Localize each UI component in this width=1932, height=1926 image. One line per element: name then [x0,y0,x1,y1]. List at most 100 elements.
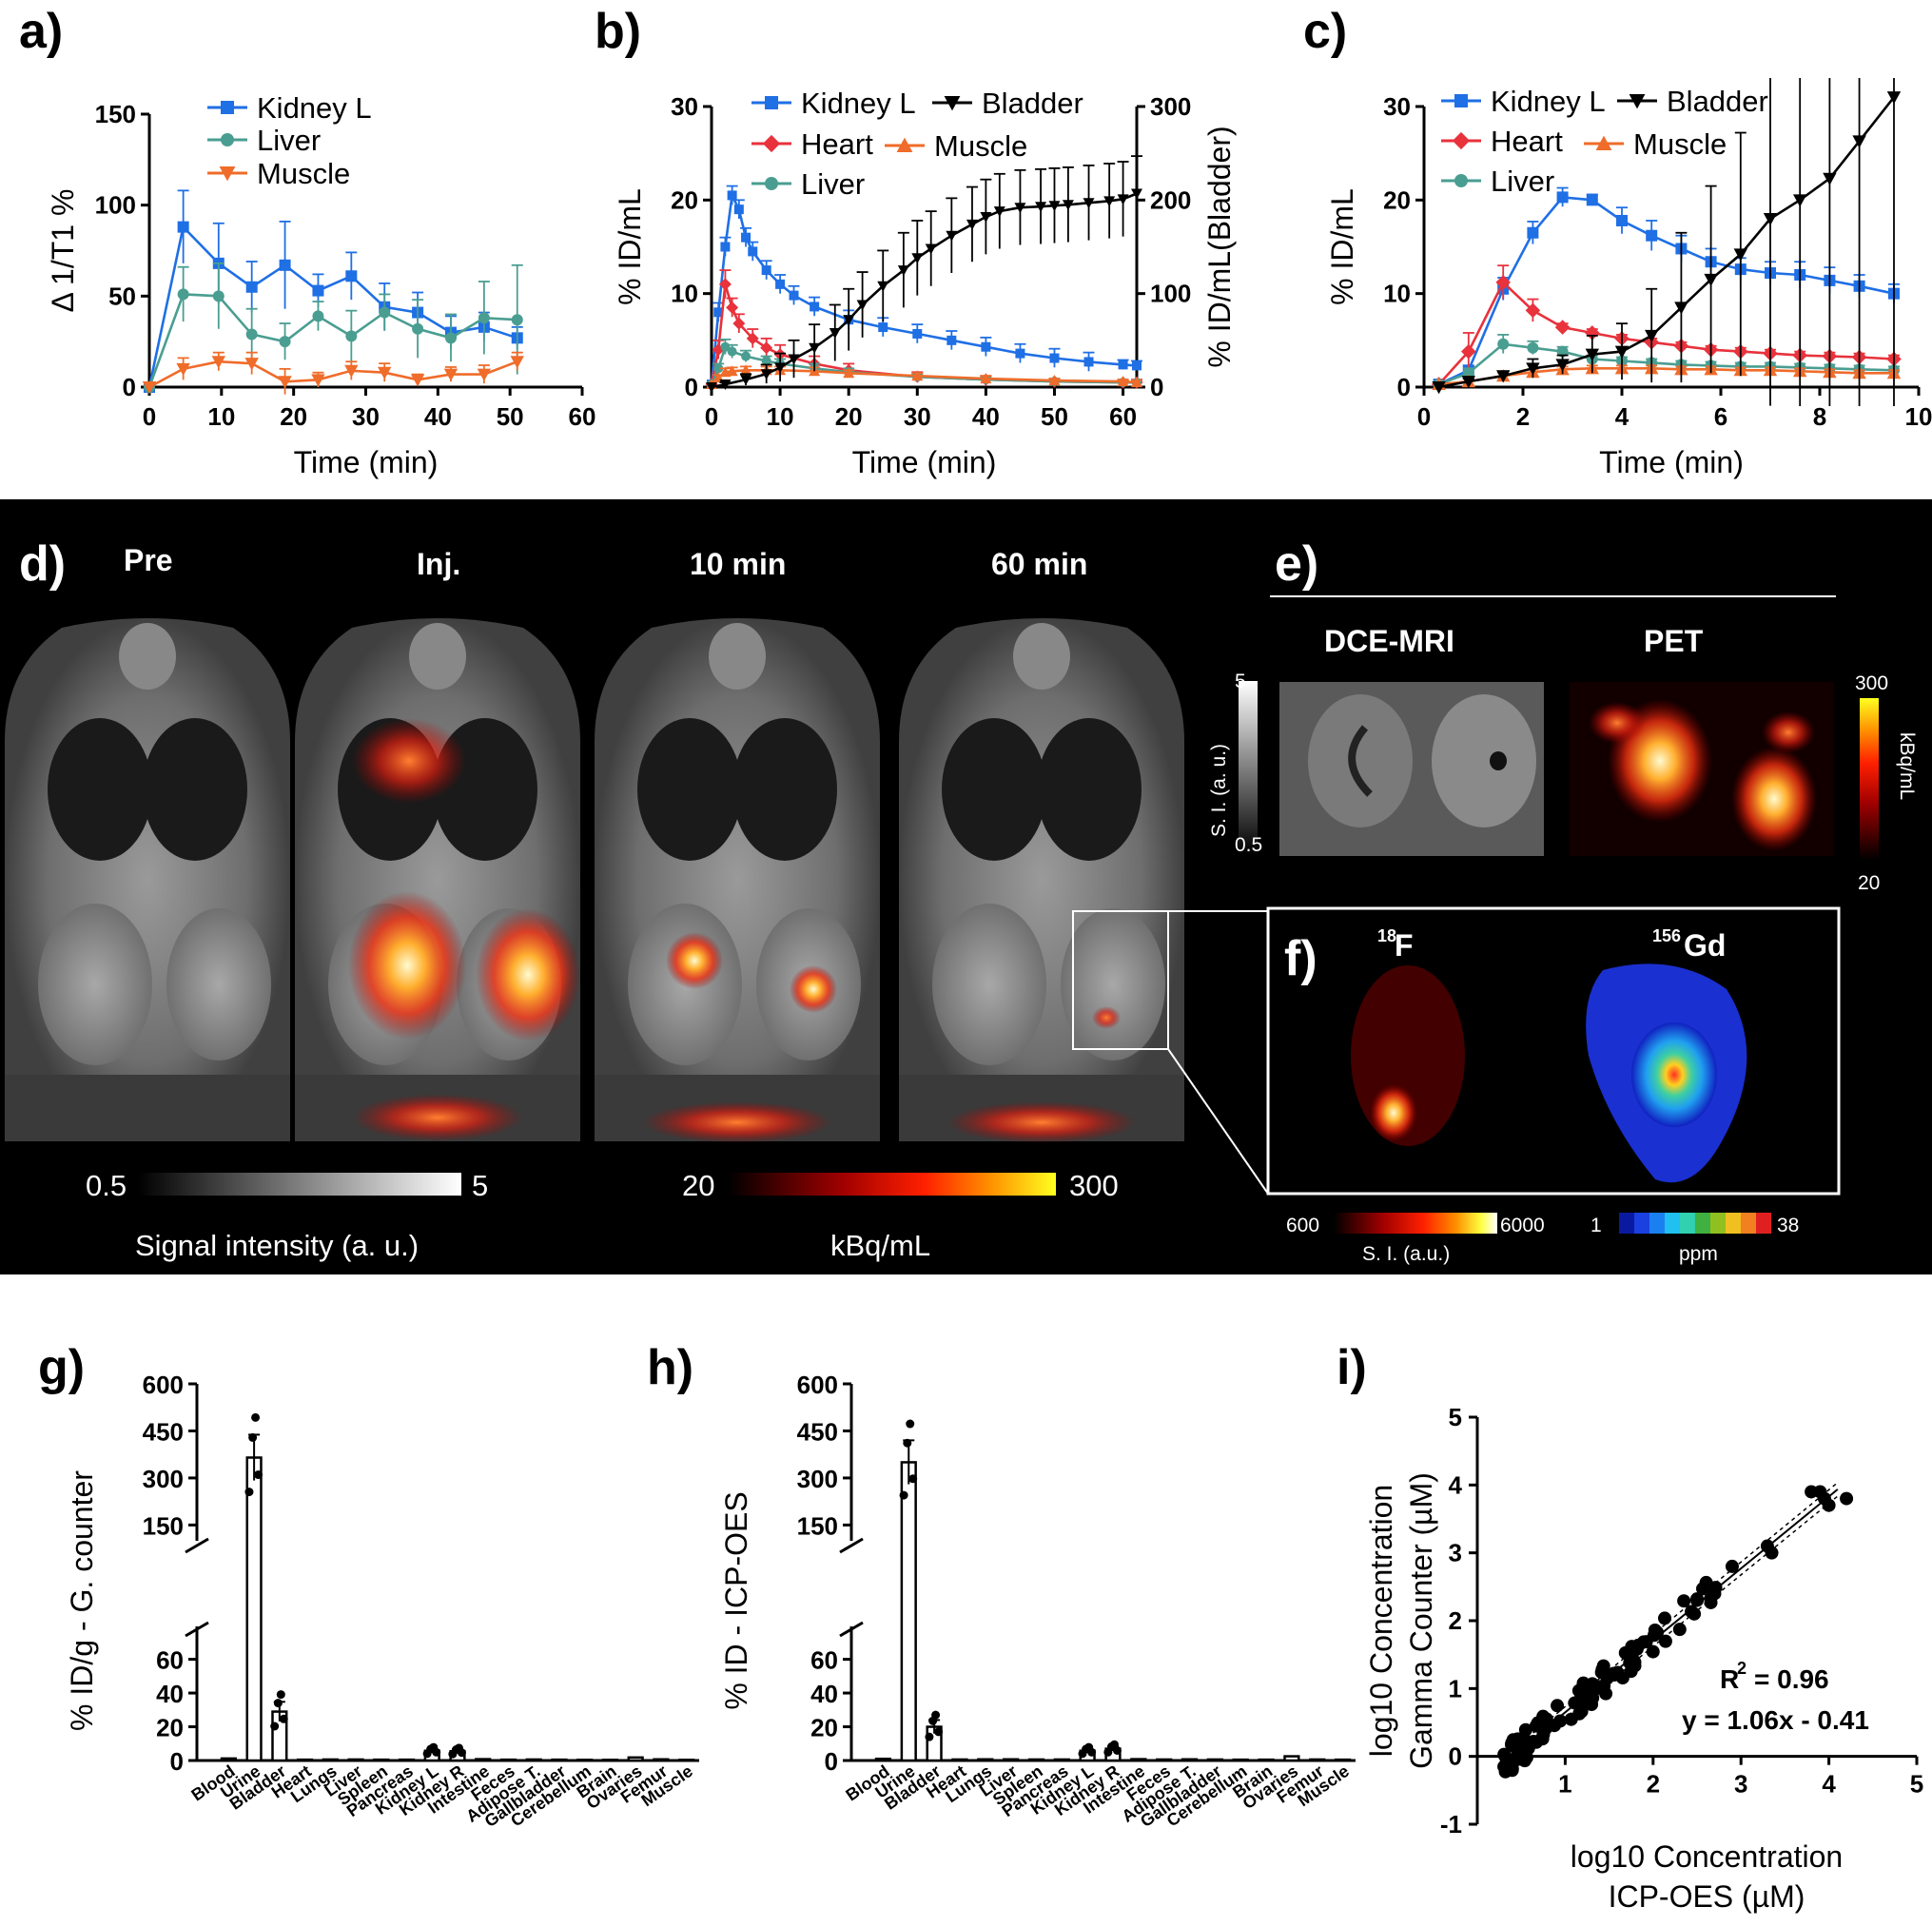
data-point [718,278,732,291]
bar [322,1758,339,1762]
data-point [344,364,359,378]
y-axis-label: Δ 1/T1 % [46,189,80,313]
data-point [212,290,224,302]
mri-colorbar-max: 5 [472,1169,488,1202]
panel-label-h: h) [647,1340,693,1395]
data-point [1677,1594,1691,1608]
bar [653,1758,670,1762]
x-tick-label: 30 [352,402,380,431]
data-point [1527,341,1539,354]
lung-right [143,718,247,861]
e-pet-colorbar-max: 300 [1855,672,1888,694]
y-tick-label: 0 [170,1747,184,1776]
y-tick-label: 20 [156,1714,184,1742]
data-point [911,253,924,264]
bar [977,1758,994,1762]
x-tick-label: 0 [143,402,156,431]
x-tick-label: 0 [1417,402,1431,431]
e-mri-colorbar [1239,681,1258,854]
f18-label: F [1395,928,1414,963]
x-axis-label: log10 Concentration [1571,1839,1843,1874]
series-group [1431,78,1902,406]
x-tick-label: 8 [1813,402,1826,431]
y-axis-label: Gamma Counter (µM) [1404,1472,1438,1769]
data-point [1062,200,1074,211]
y-tick-label: 300 [797,1465,838,1493]
data-point [726,365,738,377]
data-point [1083,357,1094,367]
jet-colorbar-segment [1741,1213,1756,1234]
bar [1027,1758,1045,1762]
jet-colorbar-segment [1680,1213,1695,1234]
bar [296,1758,314,1762]
x-tick-label: 50 [1041,402,1068,431]
x-tick-label: 4 [1615,402,1630,431]
panel-label-f: f) [1284,931,1317,986]
legend-marker [1454,174,1468,187]
bar [245,1456,263,1762]
gd156-colorbar-min: 1 [1590,1215,1602,1236]
data-point [279,336,291,348]
data-point [478,312,490,324]
x-tick-label: 20 [280,402,307,431]
bar [373,1758,390,1762]
lung-right [732,718,837,861]
dce-mri-dark-spot [1490,751,1507,770]
y-tick-label: 10 [671,280,698,308]
data-point [897,265,909,277]
bar [1283,1755,1300,1762]
data-point [1674,302,1688,315]
f18-superscript: 18 [1377,926,1396,945]
data-point [1586,194,1598,206]
kidney-right [166,908,271,1060]
gd156-colorbar-max: 38 [1777,1215,1799,1236]
bar [900,1461,917,1762]
mouse-head [1013,623,1070,690]
timepoint-label-60min: 60 min [991,547,1087,581]
data-point [843,367,855,379]
data-point [746,332,759,345]
e-mri-colorbar-max: 5 [1235,671,1246,692]
legend-label: Muscle [1633,127,1727,161]
data-point [732,317,746,330]
data-point [713,307,724,318]
data-point [1103,196,1116,207]
kidney-right [1061,908,1165,1060]
y-tick-label: 450 [143,1417,184,1446]
x-axis-label: Time (min) [294,445,439,479]
data-point [273,1699,283,1708]
data-point [1536,1727,1551,1741]
data-point [908,1474,918,1484]
y-tick-label: 40 [156,1680,184,1708]
gd156-superscript: 156 [1652,926,1681,945]
axis-break [185,1621,209,1638]
y-tick-label: 20 [671,185,698,214]
lower-body [5,1075,290,1141]
data-point [911,370,924,381]
timepoint-label-10min: 10 min [690,547,786,581]
data-point [713,363,724,374]
e-pet-colorbar-min: 20 [1858,872,1880,894]
data-point [1526,362,1540,376]
data-point [720,341,731,352]
x-axis-label: ICP-OES (µM) [1609,1879,1805,1914]
zoom-box [1072,910,1169,1050]
data-point [903,1438,912,1448]
data-point [1708,1586,1722,1601]
y-tick-label: 150 [797,1511,838,1540]
series-muscle [706,364,1142,390]
mouse-image-3 [899,618,1184,1143]
bar [1258,1758,1275,1762]
jet-colorbar-segment [1634,1213,1649,1234]
series-kidney-l [144,189,523,393]
series-bladder [1432,78,1902,406]
bar [678,1759,695,1762]
panel-label-a: a) [19,4,63,59]
data-point [760,369,772,380]
legend-label: Kidney L [801,87,916,120]
pet-colorbar-max: 300 [1069,1169,1119,1202]
legend-marker [219,166,236,182]
mouse-head [709,623,766,690]
bar [1309,1758,1326,1762]
